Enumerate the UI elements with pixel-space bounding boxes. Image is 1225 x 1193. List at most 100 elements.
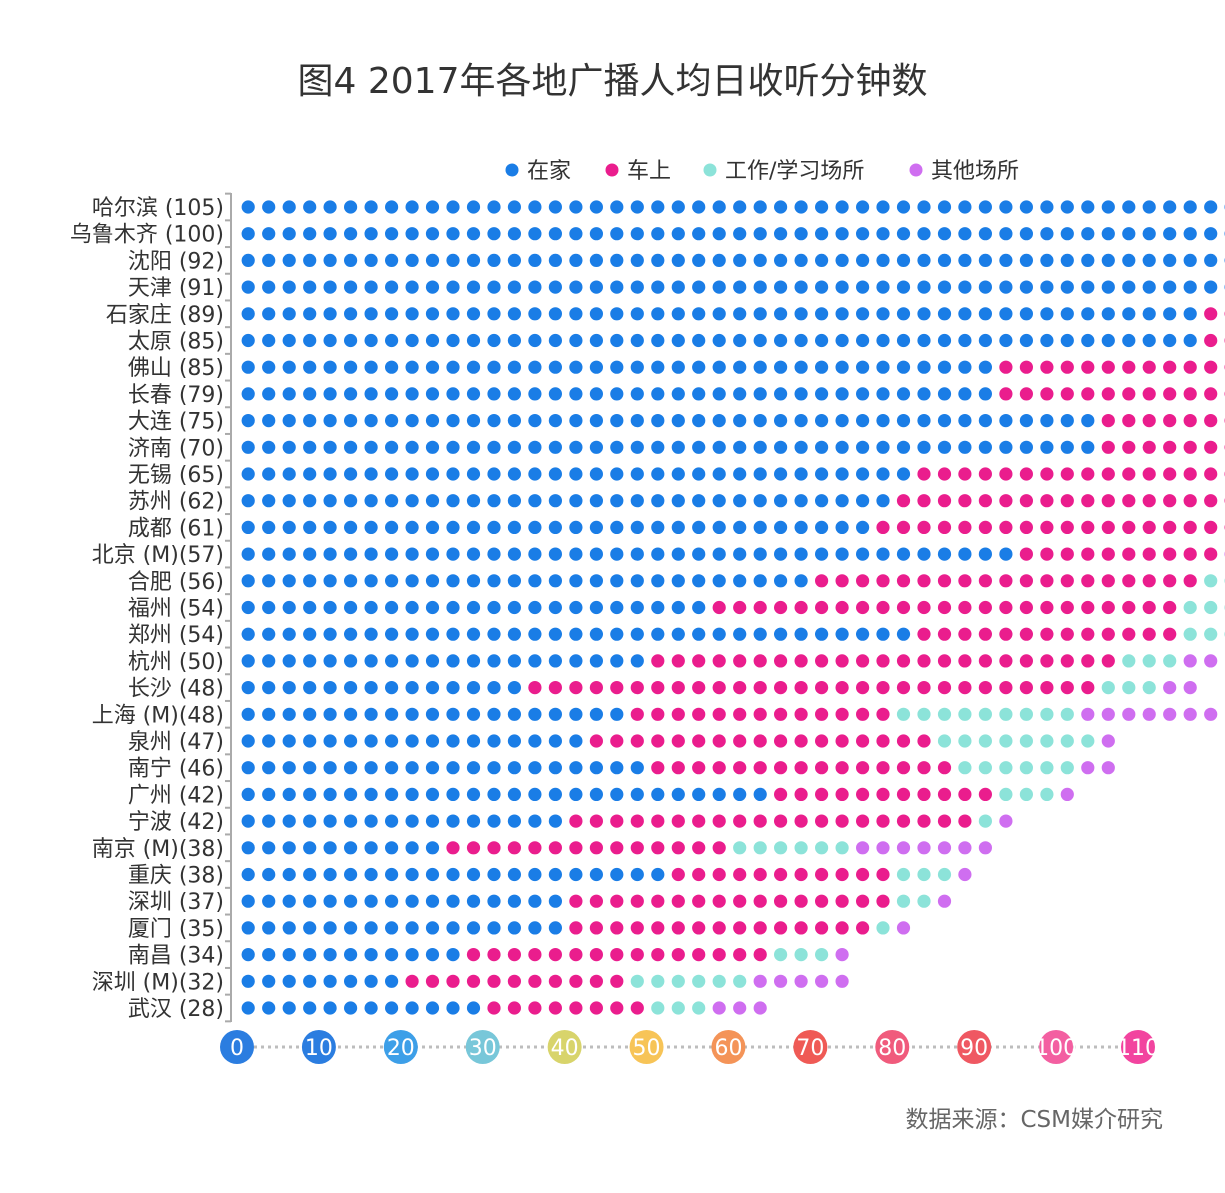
- dot-mark-2: [589, 841, 604, 855]
- dot-mark-1: [1081, 333, 1095, 348]
- dot-mark-4: [1101, 761, 1115, 775]
- dot-mark-1: [487, 227, 501, 241]
- dot-mark-1: [446, 494, 460, 508]
- dot-mark-3: [978, 707, 993, 721]
- dot-mark-1: [262, 253, 276, 267]
- dot-mark-1: [692, 547, 706, 561]
- dot-mark-2: [1122, 440, 1136, 454]
- dot-mark-2: [1081, 574, 1095, 588]
- dot-mark-1: [323, 894, 337, 908]
- dot-mark-1: [978, 440, 993, 454]
- dot-mark-1: [630, 307, 644, 321]
- dot-mark-1: [712, 280, 726, 294]
- dot-mark-1: [1122, 227, 1136, 241]
- dot-mark-1: [876, 280, 890, 294]
- chart-row: 济南 (70): [128, 436, 1225, 461]
- dot-mark-1: [528, 333, 542, 348]
- dot-mark-3: [978, 814, 993, 828]
- dot-mark-1: [548, 414, 563, 428]
- dot-mark-1: [774, 414, 788, 428]
- dot-mark-2: [794, 654, 808, 668]
- dot-mark-2: [589, 894, 604, 908]
- dot-mark-4: [1101, 734, 1115, 748]
- dot-mark-2: [978, 627, 993, 641]
- dot-mark-1: [1101, 307, 1115, 321]
- dot-mark-2: [753, 681, 767, 695]
- dot-mark-1: [1040, 307, 1054, 321]
- dot-mark-2: [876, 867, 890, 882]
- dot-mark-2: [528, 948, 542, 962]
- dot-mark-2: [876, 761, 890, 775]
- dot-mark-1: [507, 787, 521, 802]
- dot-mark-2: [937, 814, 952, 828]
- dot-mark-1: [712, 200, 726, 214]
- dot-mark-1: [303, 333, 317, 348]
- dot-mark-2: [917, 627, 931, 641]
- dot-mark-1: [425, 574, 440, 588]
- dot-mark-1: [425, 360, 440, 374]
- chart-row: 杭州 (50): [128, 650, 1218, 675]
- dot-mark-2: [671, 761, 685, 775]
- dot-mark-1: [241, 1001, 255, 1015]
- dot-mark-1: [385, 227, 399, 241]
- dot-mark-1: [589, 707, 604, 721]
- dot-mark-3: [1019, 734, 1033, 748]
- dot-mark-4: [978, 841, 993, 855]
- dot-mark-2: [958, 494, 972, 508]
- dot-mark-3: [1142, 681, 1156, 695]
- dot-mark-1: [385, 547, 399, 561]
- dot-mark-1: [364, 520, 378, 535]
- dot-mark-2: [569, 921, 583, 935]
- dot-mark-1: [466, 707, 481, 721]
- dot-mark-1: [569, 414, 583, 428]
- dot-mark-2: [671, 867, 685, 882]
- dot-mark-2: [651, 761, 665, 775]
- dot-mark-1: [364, 440, 378, 454]
- dot-mark-1: [712, 227, 726, 241]
- dot-mark-1: [262, 387, 276, 401]
- dot-mark-1: [528, 787, 542, 802]
- dot-mark-1: [896, 227, 911, 241]
- dot-mark-1: [487, 654, 501, 668]
- dot-mark-1: [671, 787, 685, 802]
- chart-row: 北京 (M)(57): [92, 543, 1225, 568]
- dot-mark-1: [569, 574, 583, 588]
- dot-mark-1: [507, 440, 521, 454]
- dot-mark-1: [385, 387, 399, 401]
- dot-mark-2: [569, 948, 583, 962]
- dot-mark-1: [856, 280, 870, 294]
- dot-mark-1: [507, 574, 521, 588]
- dot-mark-1: [569, 333, 583, 348]
- dot-mark-2: [1081, 494, 1095, 508]
- dot-mark-1: [856, 360, 870, 374]
- dot-mark-1: [569, 547, 583, 561]
- dot-mark-1: [528, 520, 542, 535]
- dot-mark-1: [896, 360, 911, 374]
- dot-mark-1: [241, 520, 255, 535]
- dot-mark-1: [446, 867, 460, 882]
- dot-mark-2: [671, 707, 685, 721]
- dot-mark-1: [405, 814, 419, 828]
- dot-mark-1: [262, 814, 276, 828]
- dot-mark-1: [1040, 414, 1054, 428]
- dot-mark-1: [487, 494, 501, 508]
- legend: 在家 车上 工作/学习场所 其他场所: [505, 159, 1019, 184]
- dot-mark-1: [958, 333, 972, 348]
- dot-mark-1: [856, 494, 870, 508]
- dot-mark-2: [466, 841, 481, 855]
- dot-mark-1: [753, 520, 767, 535]
- dot-mark-1: [671, 547, 685, 561]
- dot-mark-2: [794, 734, 808, 748]
- dot-mark-1: [630, 467, 644, 481]
- dot-mark-3: [733, 841, 747, 855]
- dot-mark-1: [733, 360, 747, 374]
- chart-row: 石家庄 (89): [106, 303, 1225, 328]
- dot-mark-1: [733, 494, 747, 508]
- dot-mark-1: [630, 494, 644, 508]
- dot-mark-1: [835, 333, 849, 348]
- dot-mark-1: [978, 200, 993, 214]
- dot-mark-1: [937, 200, 952, 214]
- dot-mark-2: [999, 681, 1013, 695]
- dot-mark-2: [753, 734, 767, 748]
- dot-mark-2: [1019, 547, 1033, 561]
